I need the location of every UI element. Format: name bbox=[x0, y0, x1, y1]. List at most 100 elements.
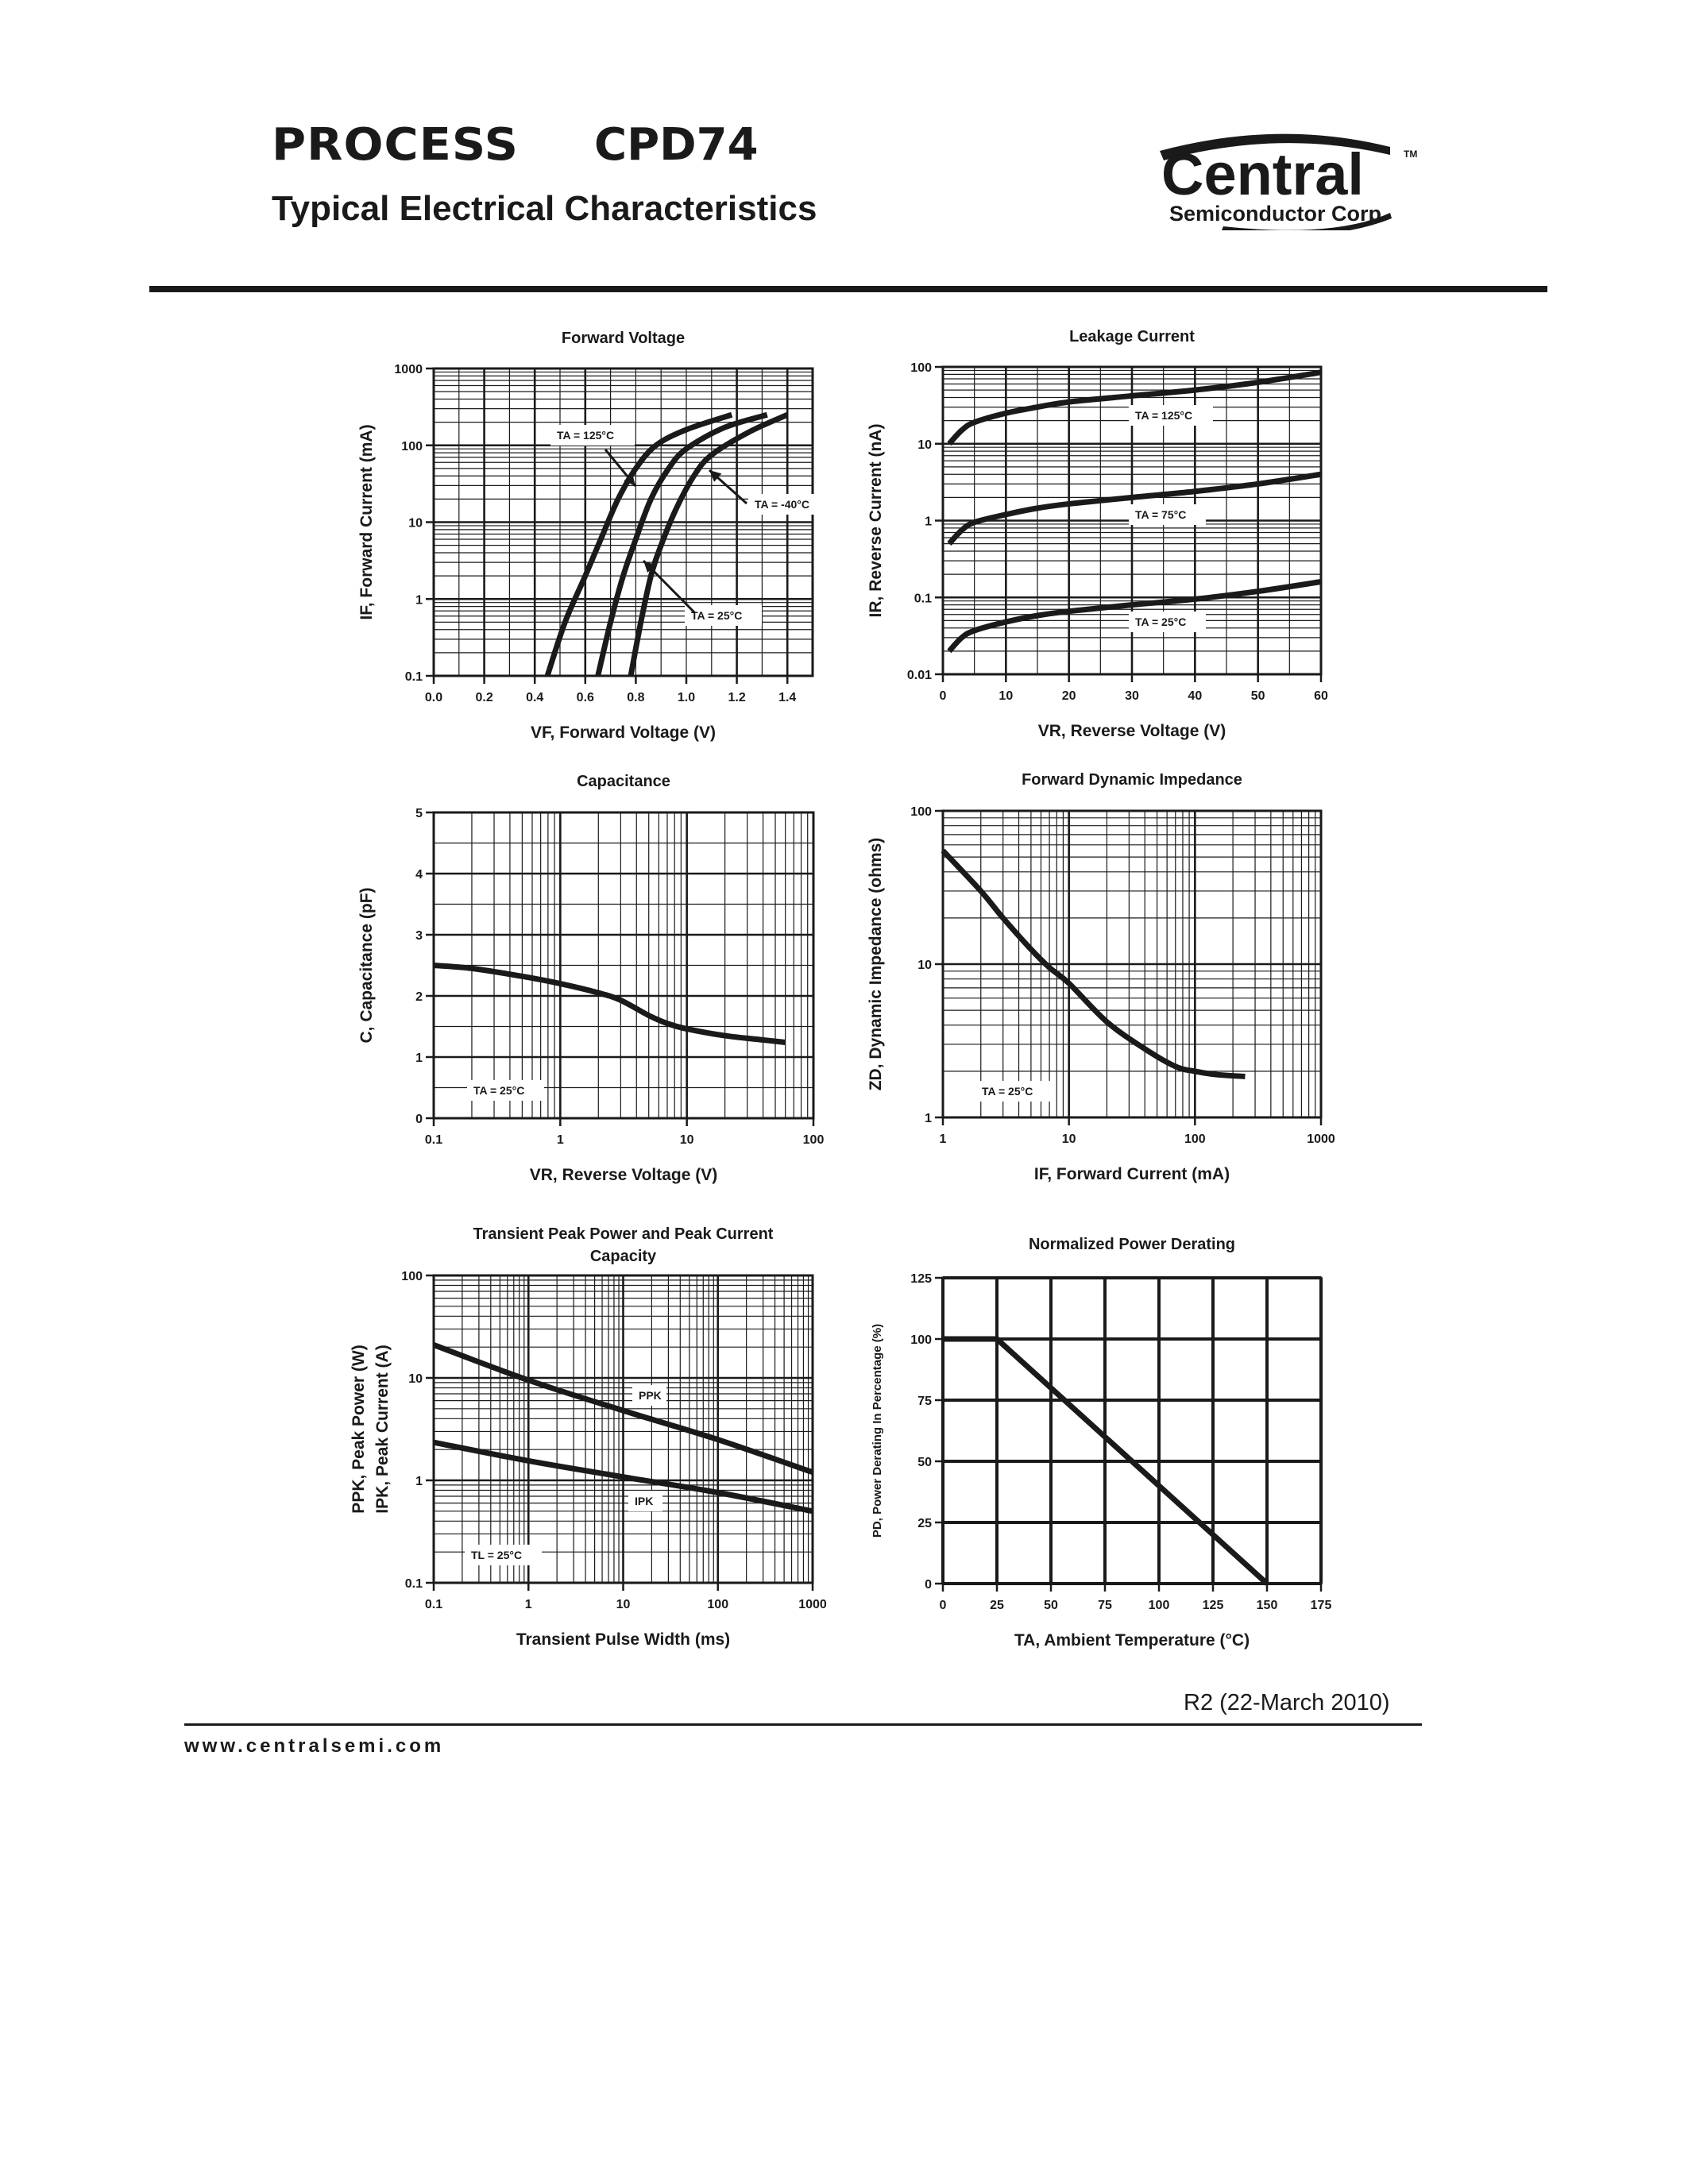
x-tick-label: 1 bbox=[525, 1598, 532, 1611]
y-tick-label: 0.1 bbox=[914, 592, 932, 605]
curve-annotation: TA = 25°C bbox=[691, 609, 742, 622]
y-tick-label: 0.1 bbox=[405, 670, 423, 684]
curve-annotation: IPK bbox=[635, 1495, 653, 1507]
footer-divider bbox=[184, 1723, 1422, 1726]
x-tick-label: 0.0 bbox=[425, 691, 442, 704]
series-curve bbox=[544, 411, 733, 677]
revision-label: R2 (22-March 2010) bbox=[1184, 1690, 1390, 1715]
x-axis-label: Transient Pulse Width (ms) bbox=[516, 1630, 730, 1649]
grid bbox=[432, 369, 813, 677]
series-curve bbox=[628, 412, 789, 677]
grid bbox=[432, 1275, 813, 1584]
series-curve bbox=[943, 1336, 1269, 1586]
x-tick-label: 100 bbox=[803, 1133, 825, 1147]
x-tick-label: 20 bbox=[1062, 689, 1076, 703]
y-axis-label: PD, Power Derating In Percentage (%) bbox=[871, 1324, 884, 1538]
y-tick-label: 25 bbox=[917, 1517, 932, 1530]
transient-peak-power-chart: 0.1 1 10 100 1000 0.1 1 10 100 Transient Peak Pow… bbox=[350, 1225, 827, 1649]
x-tick-label: 0.2 bbox=[475, 691, 492, 704]
y-tick-label: 2 bbox=[415, 990, 423, 1004]
y-tick-label: 100 bbox=[401, 1270, 423, 1283]
forward-dynamic-impedance-chart: 1 10 100 1000 1 10 100 Forward Dynamic Impedanc… bbox=[867, 771, 1335, 1183]
x-tick-label: 125 bbox=[1203, 1599, 1224, 1612]
curve-annotation: TA = 25°C bbox=[1135, 615, 1186, 628]
y-tick-label: 0 bbox=[925, 1578, 932, 1592]
x-tick-label: 0 bbox=[940, 689, 947, 703]
y-axis-label: IF, Forward Current (mA) bbox=[357, 424, 376, 619]
process-label: PROCESS bbox=[272, 119, 520, 171]
curve-annotation: TA = 25°C bbox=[982, 1085, 1033, 1098]
logo-sub-text: Semiconductor Corp. bbox=[1169, 202, 1388, 226]
x-tick-label: 40 bbox=[1188, 689, 1202, 703]
y-axis-label: IPK, Peak Current (A) bbox=[373, 1345, 392, 1513]
x-tick-label: 150 bbox=[1257, 1599, 1278, 1612]
y-tick-label: 1000 bbox=[394, 363, 423, 376]
x-tick-label: 0.1 bbox=[425, 1598, 442, 1611]
y-tick-label: 1 bbox=[925, 1112, 932, 1125]
x-tick-label: 0.8 bbox=[627, 691, 644, 704]
central-logo: Central TM Semiconductor Corp. bbox=[1160, 133, 1417, 230]
y-tick-label: 4 bbox=[415, 868, 423, 882]
x-axis-label: TA, Ambient Temperature (°C) bbox=[1014, 1631, 1250, 1650]
x-axis-label: VR, Reverse Voltage (V) bbox=[1038, 722, 1226, 740]
x-tick-label: 1000 bbox=[1307, 1133, 1335, 1146]
chart-title: Normalized Power Derating bbox=[1029, 1236, 1235, 1253]
x-tick-label: 10 bbox=[680, 1133, 694, 1147]
x-tick-label: 100 bbox=[1149, 1599, 1170, 1612]
y-tick-label: 1 bbox=[415, 593, 423, 607]
x-tick-label: 100 bbox=[707, 1598, 728, 1611]
x-tick-label: 1.0 bbox=[678, 691, 695, 704]
x-tick-label: 30 bbox=[1125, 689, 1139, 703]
series-curve bbox=[433, 1439, 813, 1515]
y-axis-label: C, Capacitance (pF) bbox=[357, 887, 376, 1043]
series-curve bbox=[433, 963, 786, 1045]
logo-main-text: Central bbox=[1161, 141, 1364, 207]
curve-annotation: PPK bbox=[639, 1389, 662, 1402]
y-tick-label: 75 bbox=[917, 1395, 932, 1408]
x-tick-label: 1 bbox=[557, 1133, 564, 1147]
x-axis-label: IF, Forward Current (mA) bbox=[1034, 1165, 1230, 1183]
y-tick-label: 0.01 bbox=[907, 669, 932, 682]
x-tick-label: 175 bbox=[1311, 1599, 1332, 1612]
x-tick-label: 0 bbox=[940, 1599, 947, 1612]
y-tick-label: 3 bbox=[415, 929, 423, 943]
x-tick-label: 60 bbox=[1314, 689, 1328, 703]
y-tick-label: 10 bbox=[917, 438, 932, 452]
curve-annotation: TA = 125°C bbox=[557, 429, 614, 442]
header-divider bbox=[149, 286, 1547, 292]
curve-annotation: TA = 75°C bbox=[1135, 508, 1186, 521]
x-tick-label: 1000 bbox=[798, 1598, 827, 1611]
website-link[interactable]: www.centralsemi.com bbox=[184, 1735, 445, 1757]
forward-voltage-chart: 0.0 0.2 0.4 0.6 0.8 1.0 1.2 1.4 0.1 1 10 100 1000 For… bbox=[357, 330, 832, 742]
chart-title: Capacitance bbox=[577, 773, 670, 790]
y-tick-label: 10 bbox=[408, 517, 423, 531]
x-tick-label: 50 bbox=[1044, 1599, 1058, 1612]
y-tick-label: 1 bbox=[925, 515, 932, 529]
x-tick-label: 1.4 bbox=[778, 691, 796, 704]
grid bbox=[432, 811, 813, 1120]
y-tick-label: 5 bbox=[415, 807, 423, 820]
y-tick-label: 0.1 bbox=[405, 1577, 423, 1591]
curve-annotation: TL = 25°C bbox=[471, 1549, 522, 1561]
y-tick-label: 100 bbox=[910, 805, 932, 819]
x-tick-label: 10 bbox=[999, 689, 1013, 703]
chart-title: Leakage Current bbox=[1069, 328, 1195, 345]
chart-title: Transient Peak Power and Peak Current bbox=[473, 1225, 774, 1243]
x-tick-label: 25 bbox=[990, 1599, 1004, 1612]
grid bbox=[941, 811, 1321, 1119]
logo-tm: TM bbox=[1404, 149, 1417, 160]
x-axis-label: VR, Reverse Voltage (V) bbox=[530, 1166, 718, 1184]
x-tick-label: 1.2 bbox=[728, 691, 745, 704]
part-number: CPD74 bbox=[594, 119, 759, 171]
y-tick-label: 50 bbox=[917, 1456, 932, 1469]
series-curve bbox=[432, 1342, 814, 1476]
leakage-current-chart: 0 10 20 30 40 50 60 0.01 0.1 1 10 100 Leakage Curren… bbox=[867, 328, 1328, 740]
y-tick-label: 10 bbox=[408, 1372, 423, 1386]
x-tick-label: 0.6 bbox=[577, 691, 594, 704]
x-tick-label: 10 bbox=[616, 1598, 631, 1611]
x-tick-label: 0.4 bbox=[526, 691, 543, 704]
series-curve bbox=[595, 411, 768, 677]
y-tick-label: 1 bbox=[415, 1051, 423, 1065]
capacitance-chart: 0.1 1 10 100 0 1 2 3 4 5 Capacitance VR, Reverse Vo… bbox=[357, 773, 824, 1184]
